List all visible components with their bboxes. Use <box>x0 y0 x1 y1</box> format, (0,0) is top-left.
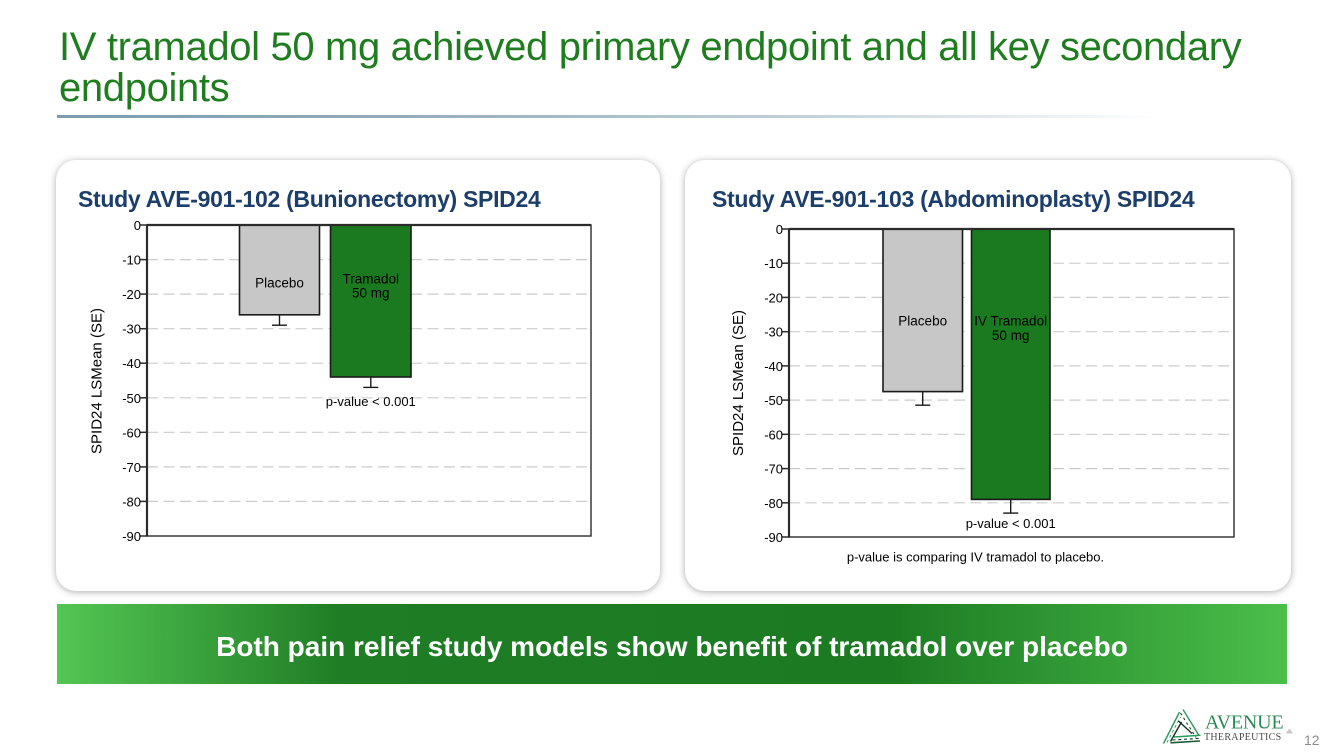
svg-text:-50: -50 <box>122 391 141 406</box>
svg-text:-80: -80 <box>122 494 141 509</box>
svg-text:p-value < 0.001: p-value < 0.001 <box>326 394 416 409</box>
svg-text:50 mg: 50 mg <box>992 328 1030 343</box>
svg-text:THERAPEUTICS: THERAPEUTICS <box>1204 732 1282 743</box>
svg-text:-70: -70 <box>122 460 141 475</box>
svg-text:p-value < 0.001: p-value < 0.001 <box>966 516 1056 531</box>
svg-text:-90: -90 <box>764 530 783 545</box>
svg-text:Placebo: Placebo <box>898 314 947 329</box>
svg-text:-20: -20 <box>122 287 141 302</box>
svg-text:50 mg: 50 mg <box>352 286 390 301</box>
svg-text:-30: -30 <box>764 325 783 340</box>
svg-text:-20: -20 <box>764 290 783 305</box>
svg-text:-40: -40 <box>764 359 783 374</box>
svg-text:-60: -60 <box>764 427 783 442</box>
svg-text:-30: -30 <box>122 322 141 337</box>
svg-text:-60: -60 <box>122 425 141 440</box>
svg-text:-40: -40 <box>122 356 141 371</box>
svg-text:AVENUE: AVENUE <box>1205 711 1283 733</box>
svg-text:-50: -50 <box>764 393 783 408</box>
svg-text:p-value is comparing IV tramad: p-value is comparing IV tramadol to plac… <box>847 550 1104 565</box>
svg-text:-90: -90 <box>122 529 141 544</box>
svg-text:SPID24 LSMean (SE): SPID24 LSMean (SE) <box>89 308 106 454</box>
svg-text:IV Tramadol: IV Tramadol <box>974 314 1047 329</box>
svg-text:-70: -70 <box>764 462 783 477</box>
svg-text:Tramadol: Tramadol <box>343 272 400 287</box>
svg-text:-10: -10 <box>764 256 783 271</box>
svg-text:0: 0 <box>134 218 141 233</box>
svg-text:-80: -80 <box>764 496 783 511</box>
svg-text:Placebo: Placebo <box>255 276 304 291</box>
svg-text:0: 0 <box>776 222 783 237</box>
svg-text:-10: -10 <box>122 253 141 268</box>
svg-text:SPID24 LSMean (SE): SPID24 LSMean (SE) <box>730 310 747 456</box>
